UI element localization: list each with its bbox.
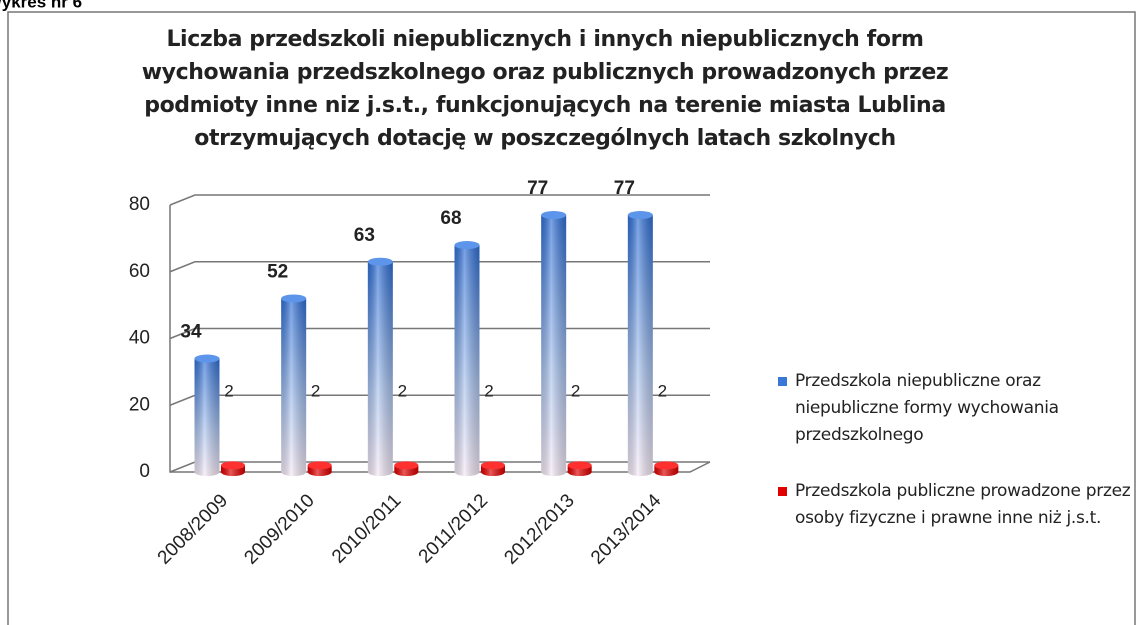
bar-top	[307, 461, 332, 470]
bar-top	[281, 294, 307, 303]
frame	[7, 11, 1136, 625]
bar-top	[627, 211, 653, 220]
legend-label: Przedszkola niepubliczne oraz niepublicz…	[795, 371, 1059, 445]
bar	[567, 461, 592, 476]
data-label: 2	[398, 381, 407, 400]
data-label: 63	[354, 225, 375, 246]
chart-title: Liczba przedszkoli niepublicznych i inny…	[166, 27, 923, 52]
bar-top	[454, 241, 480, 250]
bar	[221, 461, 245, 476]
chart-title: podmioty inne niz j.s.t., funkcjonującyc…	[144, 93, 946, 118]
data-label: 52	[267, 261, 288, 282]
bar-shade	[454, 245, 480, 476]
bar	[307, 461, 332, 476]
grid-line	[169, 327, 710, 340]
data-label: 2	[224, 381, 233, 400]
bar-shade	[281, 298, 307, 476]
y-tick-label: 60	[129, 261, 150, 282]
bar-top	[194, 354, 220, 363]
y-tick-label: 0	[139, 461, 150, 482]
bar	[541, 211, 567, 476]
bar	[481, 461, 505, 476]
grid-line	[169, 194, 710, 206]
bar	[394, 461, 419, 476]
bar-top	[481, 461, 505, 470]
bar-shade	[367, 261, 393, 476]
bar	[367, 257, 393, 476]
legend-label: Przedszkola publiczne prowadzone przez o…	[795, 481, 1131, 528]
bar-top	[394, 461, 419, 470]
x-tick-label: 2011/2012	[415, 490, 492, 567]
bar-top	[367, 257, 393, 266]
bar-top	[221, 461, 245, 470]
bar	[654, 461, 679, 476]
axis	[169, 205, 711, 473]
y-tick-label: 40	[129, 328, 150, 349]
heading: Wykres nr 6	[0, 0, 82, 11]
x-tick-label: 2009/2010	[240, 490, 318, 568]
x-tick-label: 2010/2011	[328, 490, 405, 567]
bar	[454, 241, 480, 476]
data-label: 68	[440, 208, 461, 229]
bar-top	[654, 461, 679, 470]
bar	[627, 211, 653, 476]
data-label: 2	[658, 381, 667, 400]
grid-line	[169, 261, 710, 273]
chart-title: otrzymujących dotację w poszczególnych l…	[194, 126, 895, 151]
y-tick-label: 20	[129, 394, 150, 415]
x-tick-label: 2012/2013	[500, 490, 578, 568]
data-label: 2	[484, 381, 493, 400]
bar-shade	[194, 358, 220, 476]
bar	[281, 294, 307, 476]
data-label: 2	[571, 381, 580, 400]
data-label: 77	[527, 178, 548, 199]
bar-top	[541, 211, 567, 220]
bar-top	[567, 461, 592, 470]
x-tick-label: 2008/2009	[154, 490, 232, 568]
data-label: 77	[614, 178, 635, 199]
bar-shade	[541, 215, 567, 476]
chart-title: wychowania przedszkolnego oraz publiczny…	[142, 60, 949, 85]
data-label: 34	[180, 322, 202, 343]
legend-swatch	[778, 377, 787, 386]
bar-shade	[627, 215, 653, 476]
legend-swatch	[778, 487, 787, 496]
y-tick-label: 80	[129, 194, 150, 215]
bar	[194, 354, 220, 476]
data-label: 2	[311, 381, 320, 400]
x-tick-label: 2013/2014	[587, 490, 666, 569]
